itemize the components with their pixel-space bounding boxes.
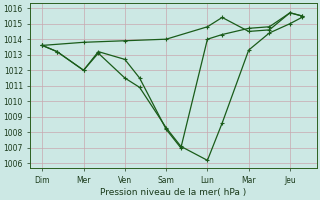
- X-axis label: Pression niveau de la mer( hPa ): Pression niveau de la mer( hPa ): [100, 188, 247, 197]
